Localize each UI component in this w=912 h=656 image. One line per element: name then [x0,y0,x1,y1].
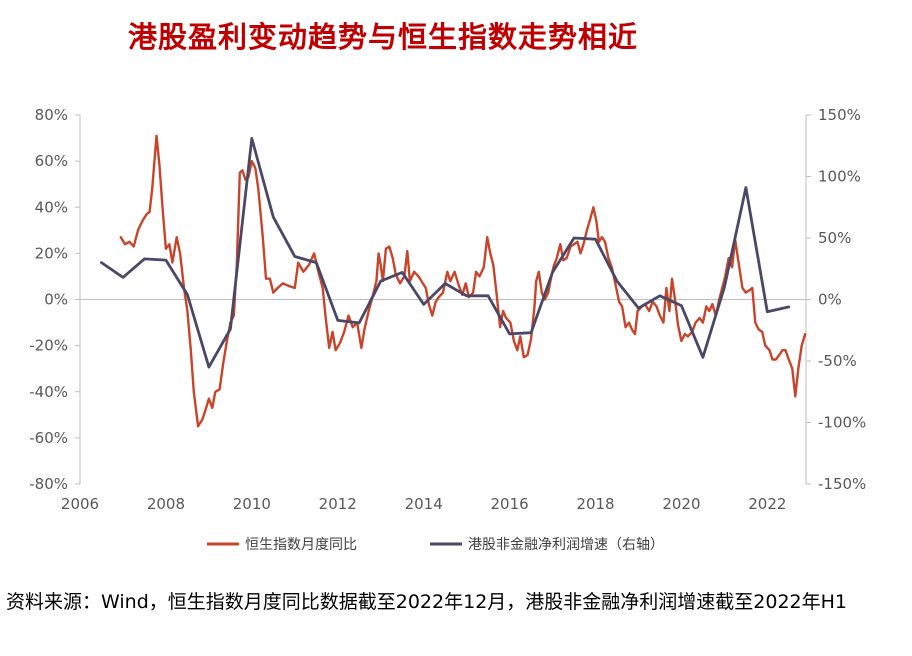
left-tick-label: 80% [35,106,68,124]
left-tick-label: -60% [29,429,68,447]
chart-lines [100,134,807,428]
left-tick-label: 60% [35,152,68,170]
left-tick-label: -80% [29,475,68,493]
series-hsi-yoy-line [119,134,807,428]
source-note: 资料来源：Wind，恒生指数月度同比数据截至2022年12月，港股非金融净利润增… [6,591,848,613]
chart-title: 港股盈利变动趋势与恒生指数走势相近 [128,20,639,54]
right-tick-label: -50% [818,352,857,370]
left-tick-label: -20% [29,337,68,355]
right-tick-label: 50% [818,229,851,247]
dual-axis-line-chart: 80% 60% 40% 20% 0% -20% -40% -60% -80% 150% 100% 50… [29,106,866,553]
x-tick-label: 2020 [662,495,700,513]
left-tick-label: 40% [35,198,68,216]
right-tick-label: -100% [818,414,866,432]
left-tick-label: -40% [29,383,68,401]
right-tick-label: 100% [818,168,861,186]
left-tick-label: 0% [44,291,68,309]
x-tick-label: 2006 [61,495,99,513]
left-tick-label: 20% [35,244,68,262]
x-tick-label: 2016 [490,495,528,513]
x-tick-label: 2010 [233,495,271,513]
x-tick-label: 2014 [405,495,443,513]
chart-axes: 80% 60% 40% 20% 0% -20% -40% -60% -80% 150% 100% 50… [29,106,866,513]
legend-item-nonfin-profit-label: 港股非金融净利润增速（右轴） [468,537,664,553]
legend-item-hsi-yoy-label: 恒生指数月度同比 [245,537,357,553]
x-tick-label: 2018 [576,495,614,513]
chart-legend: 恒生指数月度同比 港股非金融净利润增速（右轴） [207,537,664,553]
series-nonfin-profit-line [100,137,791,369]
x-tick-label: 2022 [748,495,786,513]
x-tick-label: 2008 [147,495,185,513]
right-tick-label: 150% [818,106,861,124]
right-tick-label: 0% [818,291,842,309]
x-tick-label: 2012 [319,495,357,513]
right-tick-label: -150% [818,475,866,493]
